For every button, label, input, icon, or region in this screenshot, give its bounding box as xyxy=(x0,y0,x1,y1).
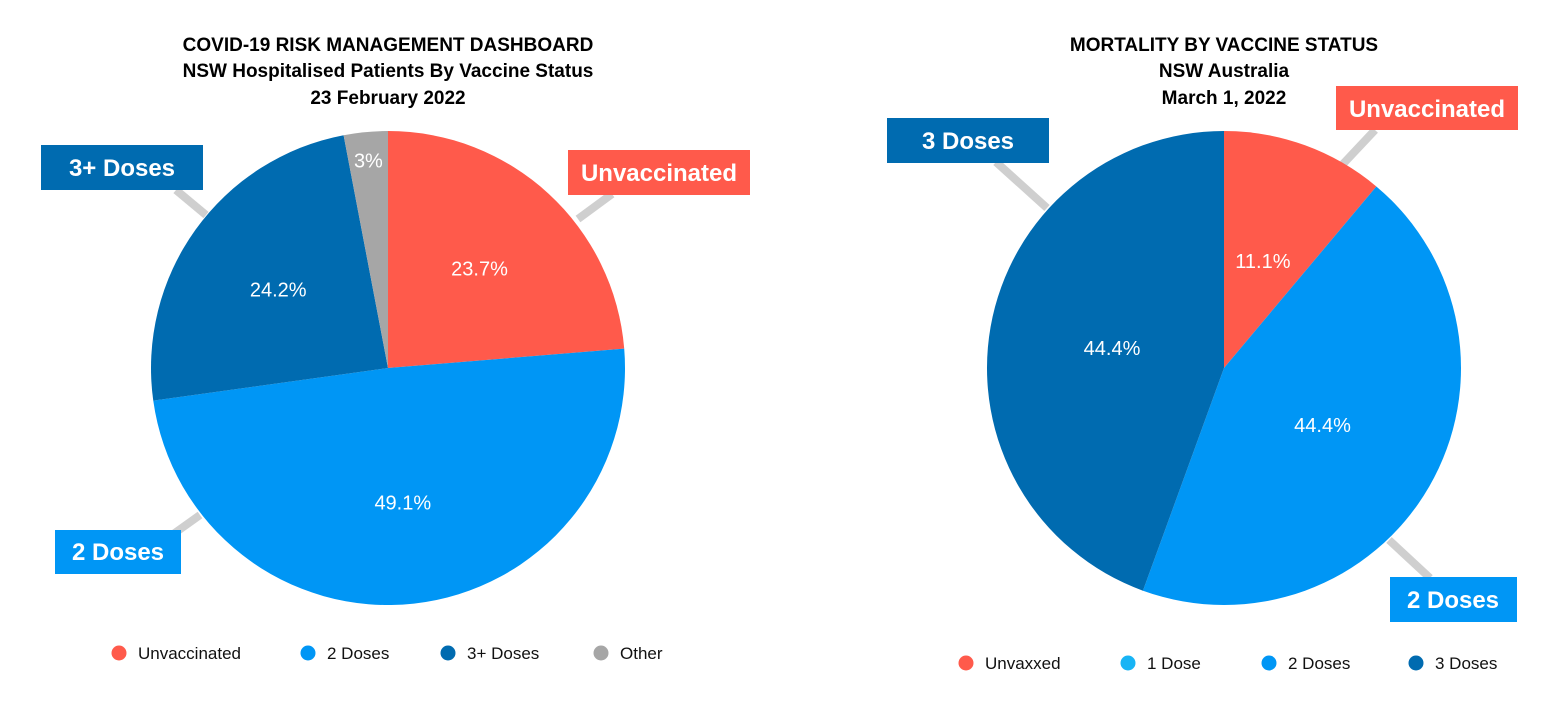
chart2-leader-2-doses xyxy=(1386,537,1433,581)
chart1-value-labels: 23.7% 49.1% 24.2% 3% xyxy=(250,150,508,514)
chart2-pie xyxy=(986,131,1462,606)
chart1-pie xyxy=(150,131,626,606)
chart1-legend-swatch-2-doses xyxy=(300,645,316,661)
chart2-leader-lines xyxy=(993,127,1433,581)
chart1-title-line3: 23 February 2022 xyxy=(310,88,465,109)
chart2-value-label-unvaxxed: 11.1% xyxy=(1235,251,1290,273)
chart2-legend-swatch-3-doses xyxy=(1408,655,1424,671)
chart1-value-label-other: 3% xyxy=(354,150,383,172)
chart-hospitalised: COVID-19 RISK MANAGEMENT DASHBOARD NSW H… xyxy=(41,35,750,663)
chart2-callout-unvaccinated-box xyxy=(1336,86,1518,130)
chart1-leader-unvaccinated xyxy=(575,190,615,223)
chart1-title-line2: NSW Hospitalised Patients By Vaccine Sta… xyxy=(183,61,594,82)
chart1-callout-unvaccinated-label: Unvaccinated xyxy=(581,160,737,187)
chart2-callout-unvaccinated: Unvaccinated xyxy=(1336,86,1518,130)
chart1-callout-2-doses: 2 Doses xyxy=(55,530,181,574)
chart2-value-label-3-doses: 44.4% xyxy=(1084,338,1141,360)
chart1-slice-2-doses xyxy=(153,348,626,606)
chart1-slice-3-plus-doses xyxy=(150,135,388,401)
chart2-callout-3-doses: 3 Doses xyxy=(887,118,1049,163)
chart2-callout-2-doses-label: 2 Doses xyxy=(1407,587,1499,614)
chart2-legend-swatch-2-doses xyxy=(1261,655,1277,671)
chart2-slice-3-doses xyxy=(986,131,1224,591)
chart2-callout-2-doses-box xyxy=(1390,577,1517,622)
chart1-callout-2-doses-label: 2 Doses xyxy=(72,539,164,566)
chart2-slice-unvaxxed xyxy=(1224,131,1377,368)
chart1-callout-3-plus-doses-label: 3+ Doses xyxy=(69,155,175,182)
chart1-legend-swatch-unvaccinated xyxy=(111,645,127,661)
chart2-title-line2: NSW Australia xyxy=(1159,61,1290,82)
chart1-legend-label-unvaccinated: Unvaccinated xyxy=(138,644,241,663)
chart2-leader-unvaccinated xyxy=(1340,127,1378,167)
chart2-value-label-2-doses: 44.4% xyxy=(1294,415,1351,437)
chart2-title-line1: MORTALITY BY VACCINE STATUS xyxy=(1070,35,1378,56)
chart2-callout-3-doses-label: 3 Doses xyxy=(922,128,1014,155)
chart1-slice-other xyxy=(343,131,388,368)
chart1-legend-label-2-doses: 2 Doses xyxy=(327,644,389,663)
chart2-legend-label-1-dose: 1 Dose xyxy=(1147,654,1201,673)
chart2-callout-3-doses-box xyxy=(887,118,1049,163)
chart1-slice-unvaccinated xyxy=(388,131,625,368)
chart1-callout-2-doses-box xyxy=(55,530,181,574)
chart1-callout-unvaccinated-box xyxy=(568,150,750,195)
chart2-legend-swatch-unvaxxed xyxy=(958,655,974,671)
chart-mortality: MORTALITY BY VACCINE STATUS NSW Australi… xyxy=(887,35,1518,673)
chart2-legend-label-2-doses: 2 Doses xyxy=(1288,654,1350,673)
chart1-value-label-2-doses: 49.1% xyxy=(374,492,431,514)
chart1-leader-3-plus-doses xyxy=(173,186,209,219)
chart2-callout-2-doses: 2 Doses xyxy=(1390,577,1517,622)
chart2-value-labels: 11.1% 44.4% 44.4% xyxy=(1084,251,1351,437)
chart1-callout-3-plus-doses-box xyxy=(41,145,203,190)
chart1-callout-unvaccinated: Unvaccinated xyxy=(568,150,750,195)
chart1-value-label-unvaccinated: 23.7% xyxy=(451,259,508,281)
chart2-legend-label-unvaxxed: Unvaxxed xyxy=(985,654,1061,673)
chart1-legend-label-other: Other xyxy=(620,644,663,663)
chart1-legend-swatch-other xyxy=(593,645,609,661)
chart1-legend: Unvaccinated 2 Doses 3+ Doses Other xyxy=(111,644,663,663)
chart2-leader-3-doses xyxy=(993,159,1050,211)
chart1-title-line1: COVID-19 RISK MANAGEMENT DASHBOARD xyxy=(183,35,594,56)
chart2-legend-swatch-1-dose xyxy=(1120,655,1136,671)
chart2-legend-label-3-doses: 3 Doses xyxy=(1435,654,1497,673)
chart1-value-label-3-plus-doses: 24.2% xyxy=(250,279,307,301)
chart1-callout-3-plus-doses: 3+ Doses xyxy=(41,145,203,190)
chart2-callout-unvaccinated-label: Unvaccinated xyxy=(1349,96,1505,123)
chart2-slice-2-doses xyxy=(1142,186,1462,606)
chart2-title-line3: March 1, 2022 xyxy=(1162,88,1287,109)
chart1-legend-label-3-plus-doses: 3+ Doses xyxy=(467,644,539,663)
chart2-legend: Unvaxxed 1 Dose 2 Doses 3 Doses xyxy=(958,654,1497,673)
chart1-legend-swatch-3-plus-doses xyxy=(440,645,456,661)
